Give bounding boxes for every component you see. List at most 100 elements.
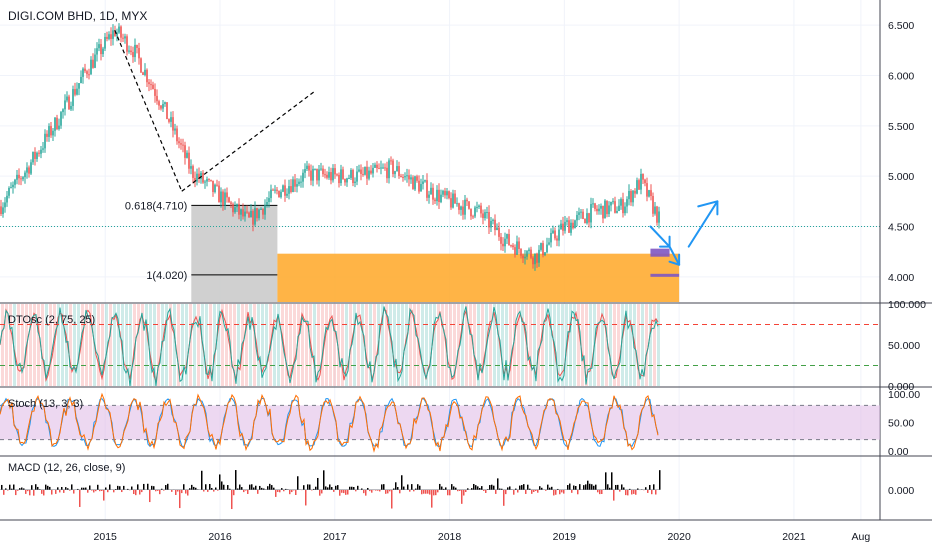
macd-histogram-bar xyxy=(419,486,421,490)
candle-body xyxy=(32,152,34,162)
candle-body xyxy=(362,174,364,175)
candle-body xyxy=(128,51,130,52)
candle-body xyxy=(448,191,450,198)
candle-body xyxy=(344,179,346,182)
macd-histogram-bar xyxy=(235,470,237,490)
candle-body xyxy=(592,203,594,204)
macd-histogram-bar xyxy=(427,490,429,494)
candle-body xyxy=(172,117,174,130)
macd-histogram-bar xyxy=(303,485,305,490)
macd-histogram-bar xyxy=(193,487,195,490)
trendline-down xyxy=(115,30,182,191)
macd-histogram-bar xyxy=(107,490,109,492)
candle-body xyxy=(64,100,66,109)
candle-body xyxy=(510,245,512,246)
candle-body xyxy=(622,199,624,213)
macd-histogram-bar xyxy=(525,490,527,494)
macd-histogram-bar xyxy=(481,486,483,490)
candle-body xyxy=(598,209,600,212)
candle-body xyxy=(212,181,214,192)
candle-body xyxy=(334,168,336,174)
candle-body xyxy=(544,252,546,255)
candle-body xyxy=(402,177,404,178)
dtosc-band xyxy=(645,304,648,386)
candle-body xyxy=(534,254,536,265)
candle-body xyxy=(156,96,158,101)
candle-body xyxy=(184,145,186,158)
macd-histogram-bar xyxy=(485,490,487,493)
candle-body xyxy=(12,185,14,187)
candle-body xyxy=(538,250,540,263)
candle-body xyxy=(46,134,48,137)
macd-histogram-bar xyxy=(273,488,275,490)
candle-body xyxy=(26,167,28,172)
stoch-tick-label: 0.00 xyxy=(888,446,909,458)
macd-histogram-bar xyxy=(93,490,95,493)
macd-histogram-bar xyxy=(79,490,81,507)
candle-body xyxy=(18,175,20,178)
macd-histogram-bar xyxy=(87,490,89,493)
candle-body xyxy=(4,202,6,207)
candle-body xyxy=(270,190,272,198)
candle-body xyxy=(364,167,366,175)
candle-body xyxy=(346,178,348,182)
candle-body xyxy=(376,165,378,168)
macd-histogram-bar xyxy=(423,490,425,494)
macd-histogram-bar xyxy=(645,487,647,490)
macd-histogram-bar xyxy=(533,490,535,492)
macd-histogram-bar xyxy=(585,484,587,489)
candle-body xyxy=(228,197,230,202)
candle-body xyxy=(246,212,248,213)
candle-body xyxy=(424,180,426,181)
candle-body xyxy=(76,89,78,95)
macd-histogram-bar xyxy=(621,484,623,489)
macd-histogram-bar xyxy=(295,490,297,495)
candle-body xyxy=(298,182,300,184)
candle-body xyxy=(86,71,88,74)
candle-body xyxy=(406,175,408,176)
candle-body xyxy=(436,190,438,201)
macd-histogram-bar xyxy=(97,485,99,490)
macd-histogram-bar xyxy=(29,490,31,496)
candle-body xyxy=(174,129,176,131)
macd-histogram-bar xyxy=(495,490,497,494)
macd-histogram-bar xyxy=(119,486,121,490)
candle-body xyxy=(6,196,8,203)
candle-body xyxy=(224,192,226,205)
candle-body xyxy=(434,200,436,202)
candle-body xyxy=(626,199,628,206)
candle-body xyxy=(154,89,156,96)
candle-body xyxy=(444,191,446,196)
purple-box-lower xyxy=(650,274,679,277)
candle-body xyxy=(14,180,16,185)
macd-histogram-bar xyxy=(253,487,255,489)
macd-histogram-bar xyxy=(85,488,87,490)
macd-histogram-bar xyxy=(659,470,661,490)
dtosc-band xyxy=(649,304,652,386)
macd-histogram-bar xyxy=(113,490,115,493)
macd-histogram-bar xyxy=(547,485,549,490)
candle-body xyxy=(70,106,72,109)
candle-body xyxy=(96,48,98,54)
candle-body xyxy=(536,254,538,263)
candle-body xyxy=(338,175,340,183)
macd-histogram-bar xyxy=(363,490,365,493)
macd-histogram-bar xyxy=(391,490,393,509)
dtosc-band xyxy=(541,304,544,386)
candle-body xyxy=(106,37,108,39)
macd-histogram-bar xyxy=(517,490,519,493)
macd-histogram-bar xyxy=(277,490,279,492)
candle-body xyxy=(408,175,410,179)
candle-body xyxy=(118,27,120,33)
candle-body xyxy=(610,202,612,206)
macd-histogram-bar xyxy=(105,487,107,489)
candle-body xyxy=(638,180,640,189)
candle-body xyxy=(288,186,290,194)
candle-body xyxy=(258,210,260,219)
dtosc-band xyxy=(365,304,368,386)
candle-body xyxy=(586,213,588,223)
candle-body xyxy=(22,177,24,179)
candle-body xyxy=(104,37,106,49)
dtosc-band xyxy=(469,304,472,386)
